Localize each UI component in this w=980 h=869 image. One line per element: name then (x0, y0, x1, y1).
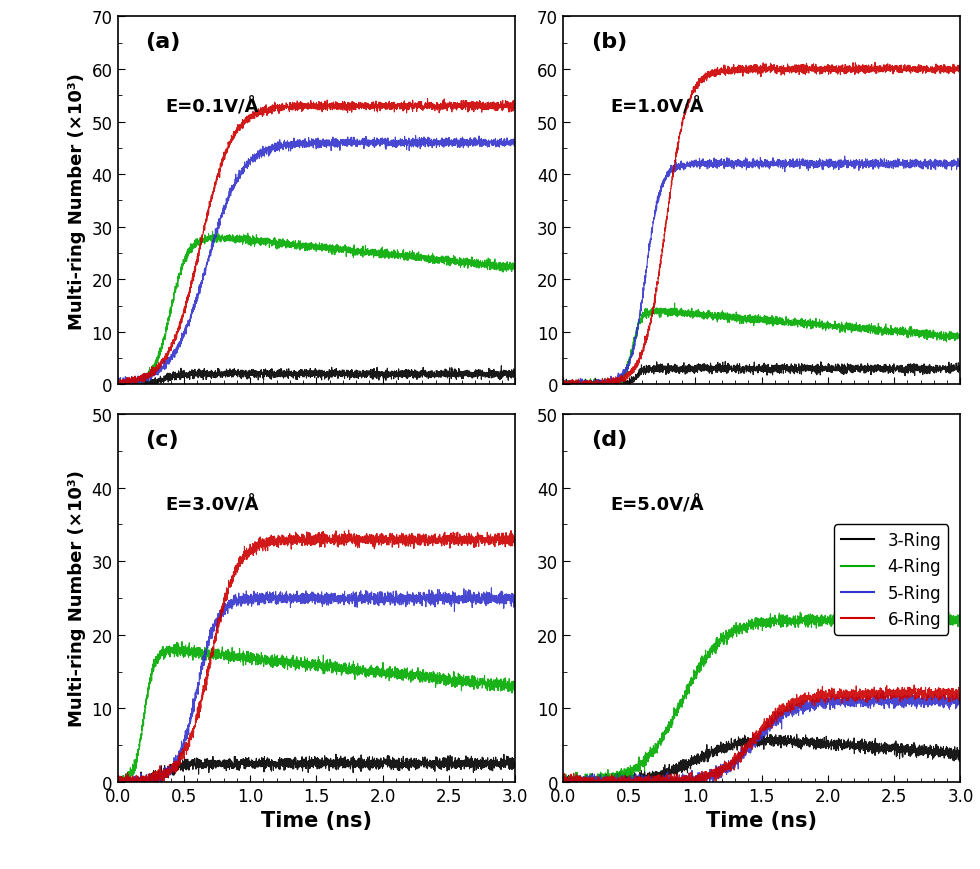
X-axis label: Time (ns): Time (ns) (707, 811, 817, 831)
Text: (b): (b) (591, 32, 627, 52)
X-axis label: Time (ns): Time (ns) (261, 811, 371, 831)
Text: (d): (d) (591, 429, 627, 449)
Y-axis label: Multi-ring Number (×10³): Multi-ring Number (×10³) (68, 470, 86, 726)
Text: E=1.0V/Å: E=1.0V/Å (611, 98, 705, 116)
Text: E=3.0V/Å: E=3.0V/Å (166, 495, 259, 514)
Y-axis label: Multi-ring Number (×10³): Multi-ring Number (×10³) (68, 73, 86, 329)
Text: E=5.0V/Å: E=5.0V/Å (611, 495, 705, 514)
Text: E=0.1V/Å: E=0.1V/Å (166, 98, 259, 116)
Text: (c): (c) (145, 429, 179, 449)
Text: (a): (a) (145, 32, 180, 52)
Legend: 3-Ring, 4-Ring, 5-Ring, 6-Ring: 3-Ring, 4-Ring, 5-Ring, 6-Ring (834, 525, 948, 635)
